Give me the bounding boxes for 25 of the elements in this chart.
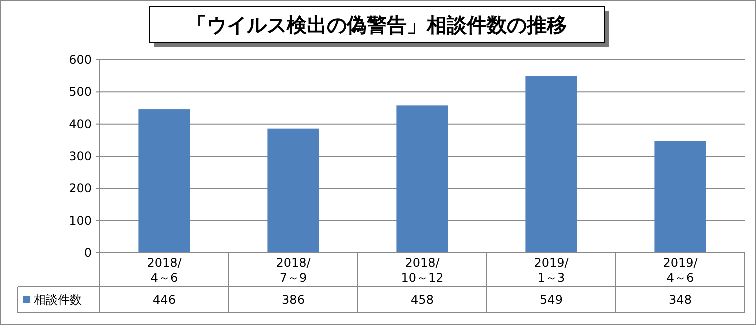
y-tick-label: 500 [69,85,92,100]
data-label: 458 [411,293,434,307]
x-tick-label: 2019/ 1～3 [534,256,570,285]
chart-title: 「ウイルス検出の偽警告」相談件数の推移 [187,13,567,37]
x-tick-label: 2019/ 4～6 [663,256,699,285]
y-tick-label: 600 [69,53,92,67]
bar [654,141,706,253]
y-tick-label: 200 [69,182,92,196]
x-tick-label: 2018/ 10～12 [401,256,444,285]
y-tick-label: 300 [69,150,92,164]
bar [268,128,320,253]
y-tick-label: 0 [84,246,92,260]
legend-label: 相談件数 [34,293,82,307]
title: 「ウイルス検出の偽警告」相談件数の推移 [150,6,609,47]
data-label: 348 [669,293,692,307]
bar [138,110,190,253]
y-tick-label: 100 [69,214,92,228]
data-label: 549 [540,293,563,307]
data-label: 446 [153,293,176,307]
x-tick-label: 2018/ 7～9 [276,256,312,285]
y-tick-label: 400 [69,117,92,132]
data-label: 386 [282,293,305,307]
bar [526,76,578,253]
bar [396,106,448,253]
x-tick-label: 2018/ 4～6 [147,256,183,285]
